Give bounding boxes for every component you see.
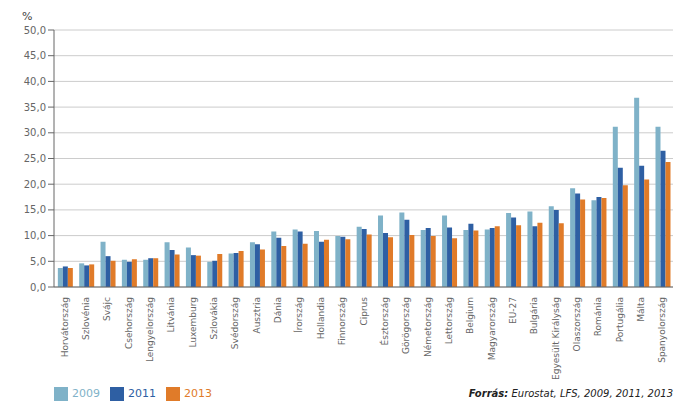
- svg-text:Finnország: Finnország: [337, 297, 347, 345]
- svg-text:Egyesült Királyság: Egyesült Királyság: [551, 297, 561, 380]
- svg-text:Magyarország: Magyarország: [487, 297, 497, 360]
- svg-text:EU-27: EU-27: [508, 297, 518, 324]
- svg-text:Csehország: Csehország: [124, 297, 134, 349]
- svg-text:15,0: 15,0: [24, 204, 46, 215]
- svg-text:0,0: 0,0: [30, 282, 46, 293]
- svg-text:20,0: 20,0: [24, 179, 46, 190]
- svg-text:Szlovénia: Szlovénia: [81, 297, 91, 340]
- svg-text:Ciprus: Ciprus: [359, 297, 369, 326]
- svg-text:Svédország: Svédország: [230, 297, 240, 349]
- html-text:Forrás: Eurostat, LFS, 2009, 2: Forrás: Eurostat, LFS, 2009, 2011, 2013: [468, 388, 673, 399]
- svg-text:Lettország: Lettország: [444, 297, 454, 344]
- svg-text:Olaszország: Olaszország: [572, 297, 582, 351]
- svg-text:40,0: 40,0: [24, 76, 46, 87]
- svg-text:Spanyolország: Spanyolország: [657, 297, 667, 363]
- svg-text:Románia: Románia: [593, 297, 603, 336]
- svg-text:Svájc: Svájc: [102, 297, 112, 321]
- svg-text:Írország: Írország: [293, 297, 304, 333]
- svg-text:Hollandia: Hollandia: [316, 297, 326, 339]
- svg-text:Portugália: Portugália: [615, 297, 625, 342]
- svg-text:Luxemburg: Luxemburg: [188, 297, 198, 348]
- svg-text:30,0: 30,0: [24, 127, 46, 138]
- svg-text:Ausztria: Ausztria: [252, 297, 262, 334]
- svg-text:45,0: 45,0: [24, 50, 46, 61]
- html-text:2009: 2009: [72, 387, 100, 400]
- svg-text:Belgium: Belgium: [465, 297, 475, 334]
- svg-text:35,0: 35,0: [24, 102, 46, 113]
- svg-text:50,0: 50,0: [24, 25, 46, 36]
- svg-text:Litvánia: Litvánia: [166, 297, 176, 333]
- svg-text:10,0: 10,0: [24, 230, 46, 241]
- svg-text:Horvátország: Horvátország: [60, 297, 70, 357]
- svg-text:25,0: 25,0: [24, 153, 46, 164]
- html-text:2013: 2013: [184, 387, 212, 400]
- svg-text:Dánia: Dánia: [273, 297, 283, 323]
- svg-text:Németország: Németország: [423, 297, 433, 357]
- svg-text:Görögország: Görögország: [401, 297, 411, 354]
- svg-text:5,0: 5,0: [30, 256, 46, 267]
- html-text:2011: 2011: [128, 387, 156, 400]
- svg-text:Málta: Málta: [636, 297, 646, 322]
- svg-text:Szlovákia: Szlovákia: [209, 297, 219, 340]
- svg-text:Észtország: Észtország: [379, 297, 390, 345]
- svg-text:Bulgária: Bulgária: [529, 297, 539, 334]
- svg-text:Lengyelország: Lengyelország: [145, 297, 155, 362]
